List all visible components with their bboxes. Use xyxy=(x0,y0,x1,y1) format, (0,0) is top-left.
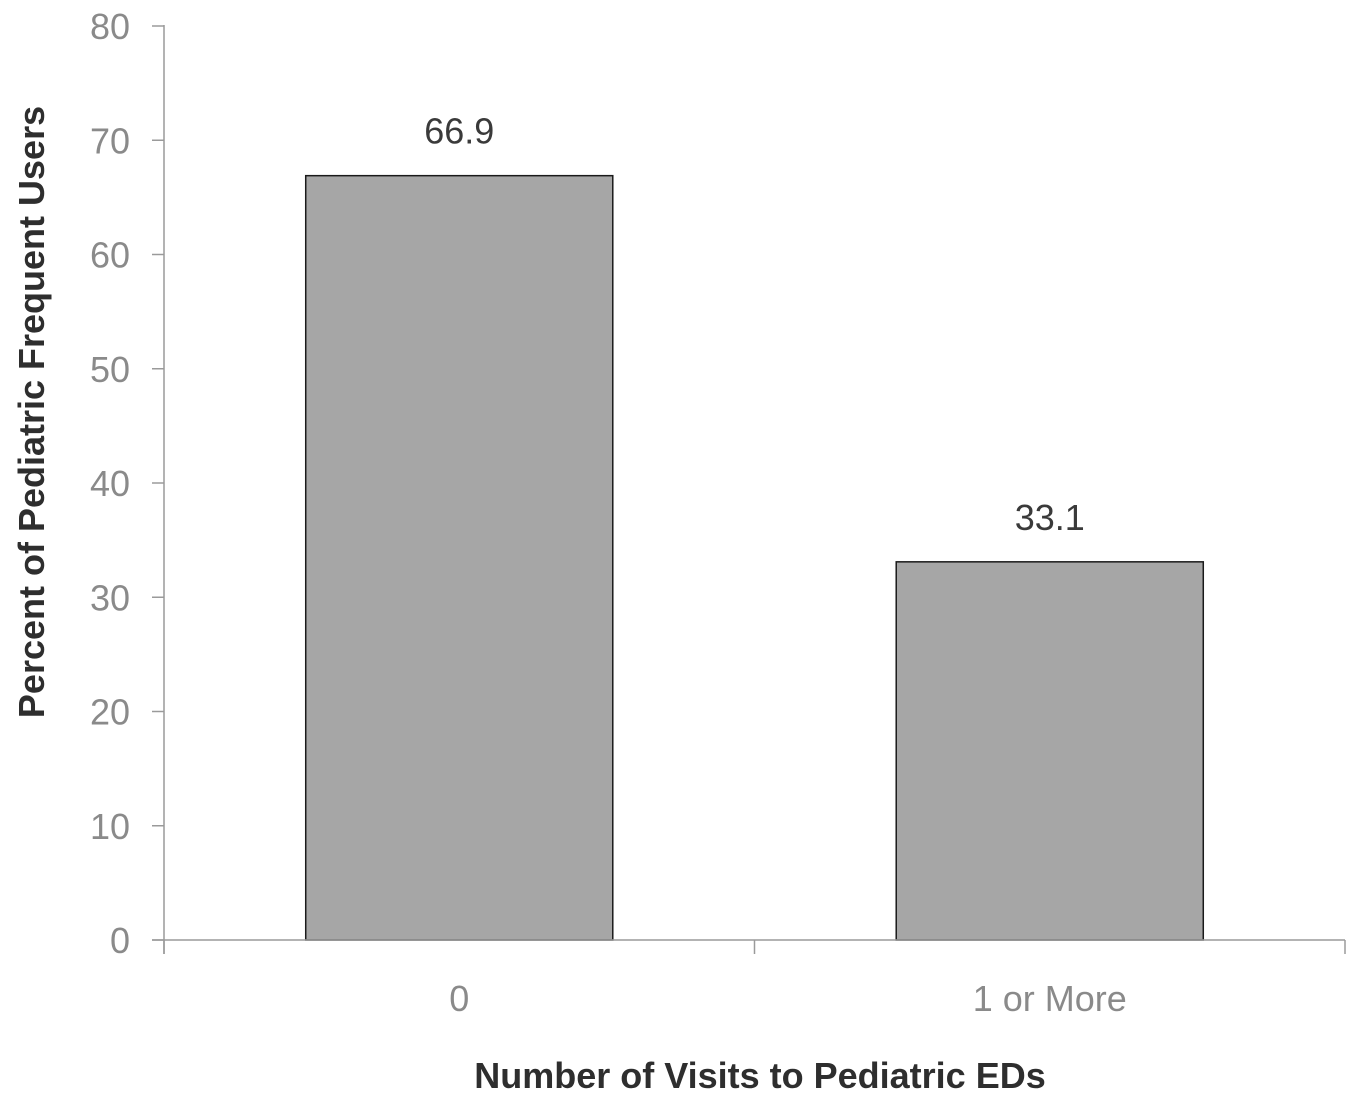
data-label: 66.9 xyxy=(424,111,494,152)
x-axis-ticks: 0 1 or More xyxy=(163,940,1346,1019)
y-tick-label: 0 xyxy=(110,920,130,961)
x-tick-label: 0 xyxy=(449,978,469,1019)
axes xyxy=(152,25,1345,954)
y-tick-label: 20 xyxy=(90,692,130,733)
x-tick-label: 1 or More xyxy=(973,978,1127,1019)
y-tick-label: 30 xyxy=(90,577,130,618)
y-axis-ticks: 0 10 20 30 40 50 60 70 80 xyxy=(90,6,164,961)
data-label: 33.1 xyxy=(1015,497,1085,538)
bar xyxy=(304,174,614,941)
y-tick-label: 60 xyxy=(90,235,130,276)
y-axis-title: Percent of Pediatric Frequent Users xyxy=(11,106,52,718)
y-tick-label: 80 xyxy=(90,6,130,47)
data-labels: 66.9 33.1 xyxy=(424,111,1085,538)
y-tick-label: 40 xyxy=(90,463,130,504)
x-axis-title: Number of Visits to Pediatric EDs xyxy=(474,1055,1045,1096)
bars xyxy=(304,174,1205,941)
y-tick-label: 70 xyxy=(90,120,130,161)
bar xyxy=(895,561,1205,941)
y-tick-label: 50 xyxy=(90,349,130,390)
y-tick-label: 10 xyxy=(90,806,130,847)
